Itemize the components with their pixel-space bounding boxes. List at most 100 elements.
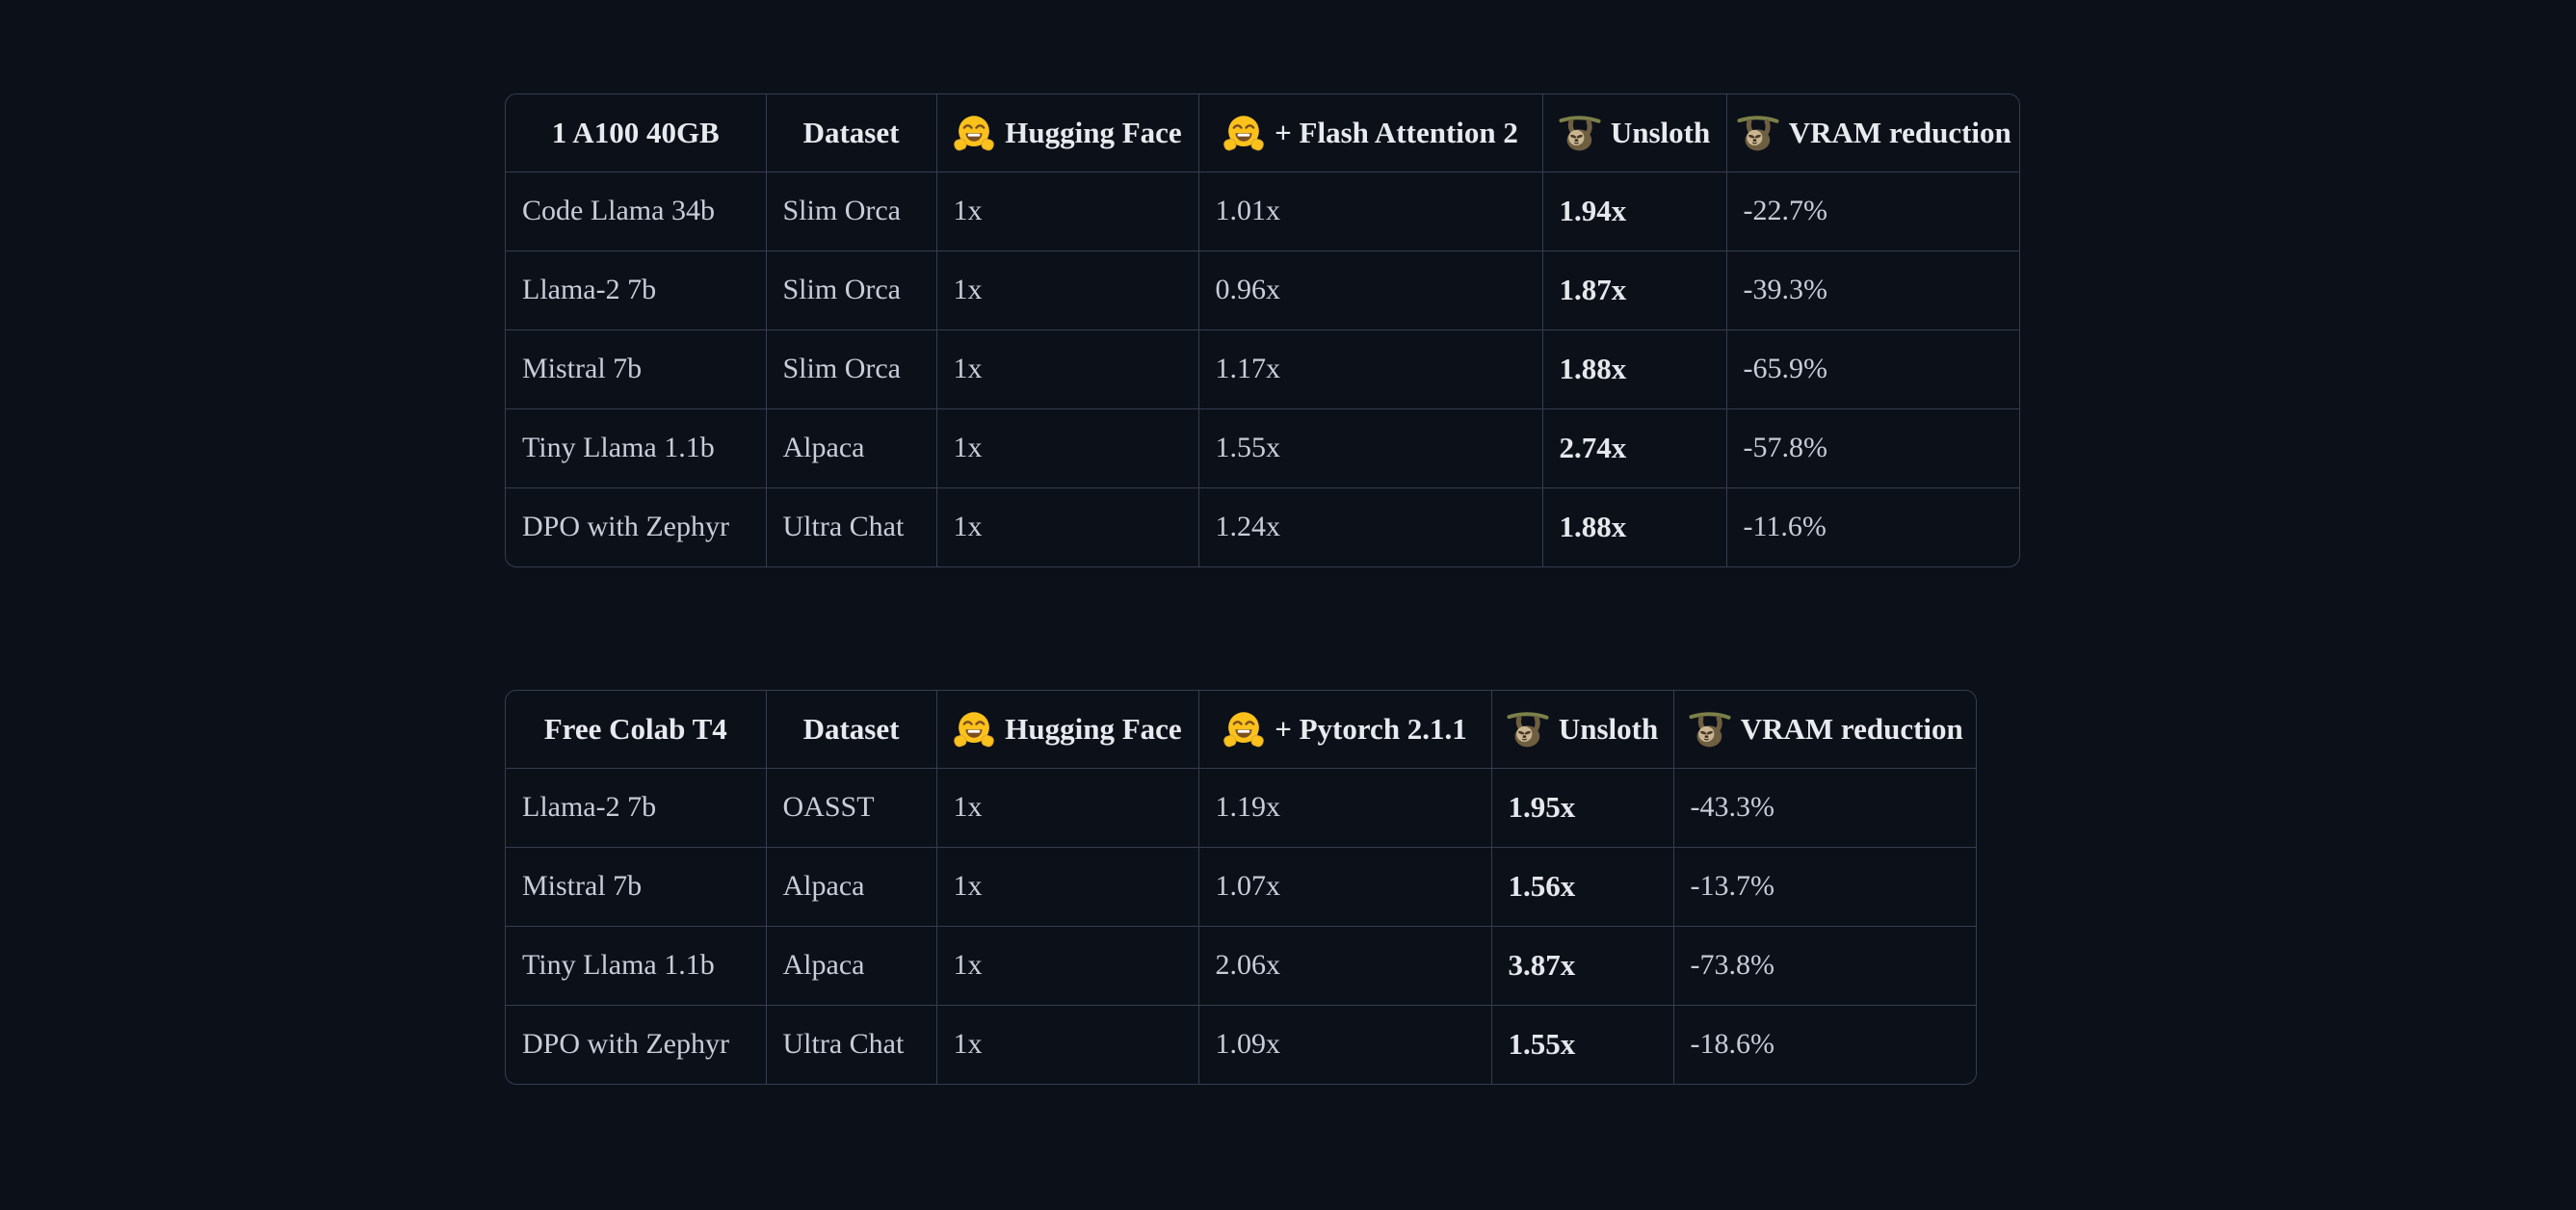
table-cell: Alpaca — [766, 926, 937, 1006]
sloth-icon — [1559, 112, 1601, 154]
header-label: Dataset — [802, 711, 900, 746]
header-row: 1 A100 40GB Dataset Hugging Face + Flash At… — [506, 94, 2019, 172]
header-cell-pytorch-2-1-1: + Pytorch 2.1.1 — [1198, 691, 1492, 769]
header-row: Free Colab T4 Dataset Hugging Face + Pytorc… — [506, 691, 1976, 769]
header-cell-vram-reduction: VRAM reduction — [1673, 691, 1976, 769]
table-cell: 1x — [936, 1005, 1199, 1084]
header-label: Unsloth — [1558, 711, 1659, 746]
table-cell: 1x — [936, 487, 1199, 566]
table-cell: -39.3% — [1726, 250, 2019, 330]
table-body: Llama-2 7b OASST 1x 1.19x 1.95x -43.3% Mistral… — [506, 768, 1976, 1084]
table-header: 1 A100 40GB Dataset Hugging Face + Flash At… — [506, 94, 2019, 172]
table-cell: 1.09x — [1198, 1005, 1492, 1084]
table-cell: OASST — [766, 768, 937, 848]
table-cell: 1x — [936, 768, 1199, 848]
table-cell: 1.19x — [1198, 768, 1492, 848]
table-cell: 1.17x — [1198, 329, 1543, 409]
hugging-face-icon — [1222, 112, 1265, 154]
table-cell: 1.01x — [1198, 171, 1543, 251]
sloth-icon — [1507, 708, 1549, 750]
header-cell-vram-reduction: VRAM reduction — [1726, 94, 2019, 172]
header-label: + Flash Attention 2 — [1275, 115, 1518, 149]
table-cell: Tiny Llama 1.1b — [506, 926, 767, 1006]
table-cell: 1.55x — [1198, 408, 1543, 488]
table-row: Mistral 7b Slim Orca 1x 1.17x 1.88x -65.9% — [506, 329, 2019, 409]
table-cell: 1.56x — [1491, 847, 1674, 927]
table-cell: 0.96x — [1198, 250, 1543, 330]
sloth-icon — [1737, 112, 1779, 154]
table-cell: 1x — [936, 171, 1199, 251]
header-label: VRAM reduction — [1788, 115, 2011, 149]
table-cell: -11.6% — [1743, 511, 1827, 543]
table-cell: Ultra Chat — [766, 487, 937, 566]
table-body: Code Llama 34b Slim Orca 1x 1.01x 1.94x -22.7… — [506, 171, 2019, 566]
table-cell: 1.88x — [1542, 487, 1727, 566]
header-label: + Pytorch 2.1.1 — [1275, 711, 1467, 746]
benchmark-table-a100-40gb: 1 A100 40GB Dataset Hugging Face + Flash At… — [505, 93, 2020, 567]
header-cell-free-colab-t4: Free Colab T4 — [506, 691, 767, 769]
table-cell: Code Llama 34b — [506, 171, 767, 251]
table-row: Llama-2 7b Slim Orca 1x 0.96x 1.87x -39.3% — [506, 250, 2019, 330]
table-row: Tiny Llama 1.1b Alpaca 1x 1.55x 2.74x -57.8% — [506, 408, 2019, 488]
header-label: Hugging Face — [1005, 115, 1182, 149]
header-cell-1-a100-40gb: 1 A100 40GB — [506, 94, 767, 172]
table-cell: -43.3% — [1673, 768, 1976, 848]
table-cell: -57.8% — [1726, 408, 2019, 488]
table-cell: Mistral 7b — [506, 847, 767, 927]
table-cell: 1x — [936, 926, 1199, 1006]
hugging-face-icon — [953, 112, 995, 154]
table-row: Mistral 7b Alpaca 1x 1.07x 1.56x -13.7% — [506, 847, 1976, 927]
table-cell: 1x — [936, 329, 1199, 409]
table-cell: DPO with Zephyr — [506, 1005, 767, 1084]
header-cell-flash-attention-2: + Flash Attention 2 — [1198, 94, 1543, 172]
table-cell: Slim Orca — [766, 250, 937, 330]
table-cell: 1x — [936, 250, 1199, 330]
table-cell: 1.88x — [1542, 329, 1727, 409]
table-header: Free Colab T4 Dataset Hugging Face + Pytorc… — [506, 691, 1976, 769]
table-cell: DPO with Zephyr — [506, 487, 767, 566]
table-cell: 3.87x — [1491, 926, 1674, 1006]
header-label: Unsloth — [1610, 115, 1711, 149]
table-cell: 1.24x — [1198, 487, 1543, 566]
header-cell-hugging-face: Hugging Face — [936, 691, 1199, 769]
table-row: Tiny Llama 1.1b Alpaca 1x 2.06x 3.87x -73.8% — [506, 926, 1976, 1006]
table-cell: Mistral 7b — [506, 329, 767, 409]
table-row: Code Llama 34b Slim Orca 1x 1.01x 1.94x -22.7… — [506, 171, 2019, 251]
table-cell: 1.07x — [1198, 847, 1492, 927]
table-cell: -22.7% — [1726, 171, 2019, 251]
hugging-face-icon — [953, 708, 995, 750]
table-cell: 1.55x — [1491, 1005, 1674, 1084]
table-cell: 1.87x — [1542, 250, 1727, 330]
table-row: DPO with Zephyr Ultra Chat 1x 1.09x 1.55x -18… — [506, 1005, 1976, 1084]
table-cell: Alpaca — [766, 408, 937, 488]
header-label: VRAM reduction — [1740, 711, 1963, 746]
table-cell: 1x — [936, 847, 1199, 927]
benchmark-table-a100-40gb-grid: 1 A100 40GB Dataset Hugging Face + Flash At… — [506, 94, 2019, 566]
table-cell: 2.06x — [1198, 926, 1492, 1006]
header-label: 1 A100 40GB — [551, 115, 720, 149]
header-cell-hugging-face: Hugging Face — [936, 94, 1199, 172]
header-label: Dataset — [802, 115, 900, 149]
table-cell: 2.74x — [1542, 408, 1727, 488]
header-cell-unsloth: Unsloth — [1542, 94, 1727, 172]
hugging-face-icon — [1222, 708, 1265, 750]
table-row: Llama-2 7b OASST 1x 1.19x 1.95x -43.3% — [506, 768, 1976, 848]
table-cell: -73.8% — [1673, 926, 1976, 1006]
table-cell: Tiny Llama 1.1b — [506, 408, 767, 488]
table-cell: Slim Orca — [766, 329, 937, 409]
header-cell-dataset: Dataset — [766, 691, 937, 769]
benchmark-table-free-colab-t4: Free Colab T4 Dataset Hugging Face + Pytorc… — [505, 690, 1977, 1085]
table-cell: Slim Orca — [766, 171, 937, 251]
header-label: Hugging Face — [1005, 711, 1182, 746]
table-row: DPO with Zephyr Ultra Chat 1x 1.24x 1.88x -11… — [506, 487, 2019, 566]
header-cell-dataset: Dataset — [766, 94, 937, 172]
table-cell: Llama-2 7b — [506, 768, 767, 848]
table-cell: -13.7% — [1673, 847, 1976, 927]
table-cell: 1.94x — [1542, 171, 1727, 251]
benchmark-table-free-colab-t4-grid: Free Colab T4 Dataset Hugging Face + Pytorc… — [506, 691, 1976, 1084]
table-cell: Ultra Chat — [766, 1005, 937, 1084]
table-cell: 1x — [936, 408, 1199, 488]
header-cell-unsloth: Unsloth — [1491, 691, 1674, 769]
table-cell: Llama-2 7b — [506, 250, 767, 330]
table-cell: Alpaca — [766, 847, 937, 927]
